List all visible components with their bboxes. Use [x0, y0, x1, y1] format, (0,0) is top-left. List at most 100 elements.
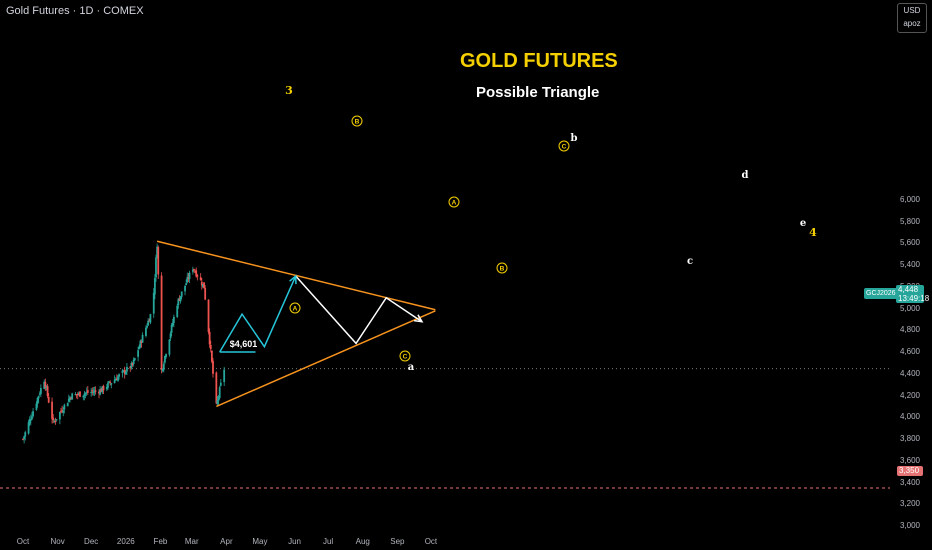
candle-body	[170, 324, 173, 333]
price-tick-label: 4,400	[899, 368, 920, 378]
time-tick-label: Aug	[355, 537, 370, 546]
candle-body	[99, 389, 102, 395]
candle-body	[146, 326, 148, 328]
candle-body	[155, 257, 157, 278]
candle-body	[177, 298, 180, 306]
candle-body	[85, 391, 88, 393]
candle-body	[45, 387, 48, 389]
candle-body	[46, 386, 49, 396]
time-tick-label: Oct	[16, 537, 30, 546]
candle-body	[61, 410, 64, 412]
candle-body	[176, 305, 179, 317]
time-tick-label: Jul	[322, 537, 334, 546]
candle-body	[32, 411, 34, 417]
time-tick-label: Mar	[184, 537, 199, 546]
wave-e-label: e	[800, 218, 806, 229]
chart-title: GOLD FUTURES	[460, 50, 618, 72]
candle-body	[44, 381, 47, 388]
candle-body	[113, 379, 116, 384]
candle-body	[171, 322, 174, 326]
wave-circled-A-low: A	[293, 306, 298, 313]
candle-body	[217, 396, 220, 401]
candle-body	[157, 247, 160, 275]
candle-body	[54, 421, 57, 423]
candle-body	[160, 275, 163, 370]
candle-body	[210, 350, 213, 362]
candle-body	[165, 354, 167, 358]
current-price-badge: 4,448 13:49:18	[896, 285, 929, 303]
time-tick-label: Feb	[153, 537, 168, 546]
price-tick-label: 4,800	[899, 325, 920, 335]
price-tick-label: 5,000	[899, 303, 920, 313]
wave-c-label: c	[687, 256, 693, 267]
candle-body	[52, 417, 55, 420]
candle-body	[185, 283, 188, 286]
candle-body	[133, 358, 136, 361]
candle-body	[123, 369, 126, 374]
candle-body	[82, 395, 85, 398]
chart-subtitle: Possible Triangle	[476, 84, 600, 101]
candle-body	[101, 386, 104, 393]
symbol-title[interactable]: Gold Futures · 1D · COMEX	[6, 5, 144, 17]
candle-body	[114, 379, 117, 381]
candle-body	[124, 371, 127, 375]
candle-body	[22, 438, 24, 440]
currency-label: USD	[903, 6, 921, 15]
lower-trendline	[216, 310, 436, 408]
candle-body	[86, 390, 89, 393]
level-4601-label: $4,601	[230, 339, 258, 349]
cyan-arrow-head	[289, 274, 297, 285]
candle-body	[145, 327, 147, 336]
candle-body	[91, 390, 94, 392]
price-tick-label: 4,200	[899, 390, 920, 400]
time-tick-label: May	[252, 537, 268, 546]
price-tick-label: 5,600	[899, 238, 920, 248]
time-tick-label: Oct	[424, 537, 438, 546]
wave-d-label: d	[742, 170, 749, 181]
candle-body	[184, 285, 186, 292]
candle-body	[100, 389, 103, 393]
candle-body	[149, 314, 152, 323]
candle-body	[115, 378, 118, 381]
candle-body	[117, 376, 119, 381]
wave-circled-A-proj-ring	[448, 196, 460, 208]
candle-body	[215, 372, 218, 404]
candle-body	[98, 391, 100, 394]
price-tick-label: 3,800	[899, 434, 920, 444]
candle-body	[130, 363, 133, 369]
candle-body	[37, 395, 40, 399]
projection-path-white	[295, 275, 423, 345]
candle-body	[23, 436, 26, 440]
candle-body	[27, 422, 30, 434]
candle-body	[188, 272, 191, 280]
candle-body	[186, 277, 189, 283]
candle-body	[180, 291, 183, 297]
candle-body	[132, 359, 135, 365]
time-tick-label: Dec	[84, 537, 99, 546]
symbol-badge: GCJ2026	[864, 288, 898, 299]
candle-body	[212, 360, 214, 374]
candle-body	[204, 288, 207, 300]
candle-body	[102, 385, 105, 391]
candle-body	[169, 333, 172, 339]
price-tick-label: 3,400	[899, 477, 920, 487]
candle-body	[108, 381, 110, 383]
wave-circled-C-proj-ring	[558, 140, 570, 152]
candle-body	[29, 419, 32, 421]
wave-a-label: a	[408, 362, 415, 373]
candle-body	[55, 419, 58, 421]
candle-body	[218, 387, 221, 399]
candle-body	[129, 366, 132, 369]
wave-circled-C-low: C	[403, 354, 408, 361]
candle-body	[58, 412, 61, 420]
wave-circled-B-proj: B	[500, 266, 505, 273]
candle-body	[153, 278, 156, 295]
candle-body	[140, 341, 143, 343]
price-tick-label: 3,600	[899, 455, 920, 465]
candle-body	[161, 368, 164, 371]
time-tick-label: Sep	[390, 537, 405, 546]
wave-b-label: b	[571, 133, 578, 144]
currency-selector[interactable]: USD apoz	[897, 3, 927, 33]
candle-body	[74, 393, 77, 395]
